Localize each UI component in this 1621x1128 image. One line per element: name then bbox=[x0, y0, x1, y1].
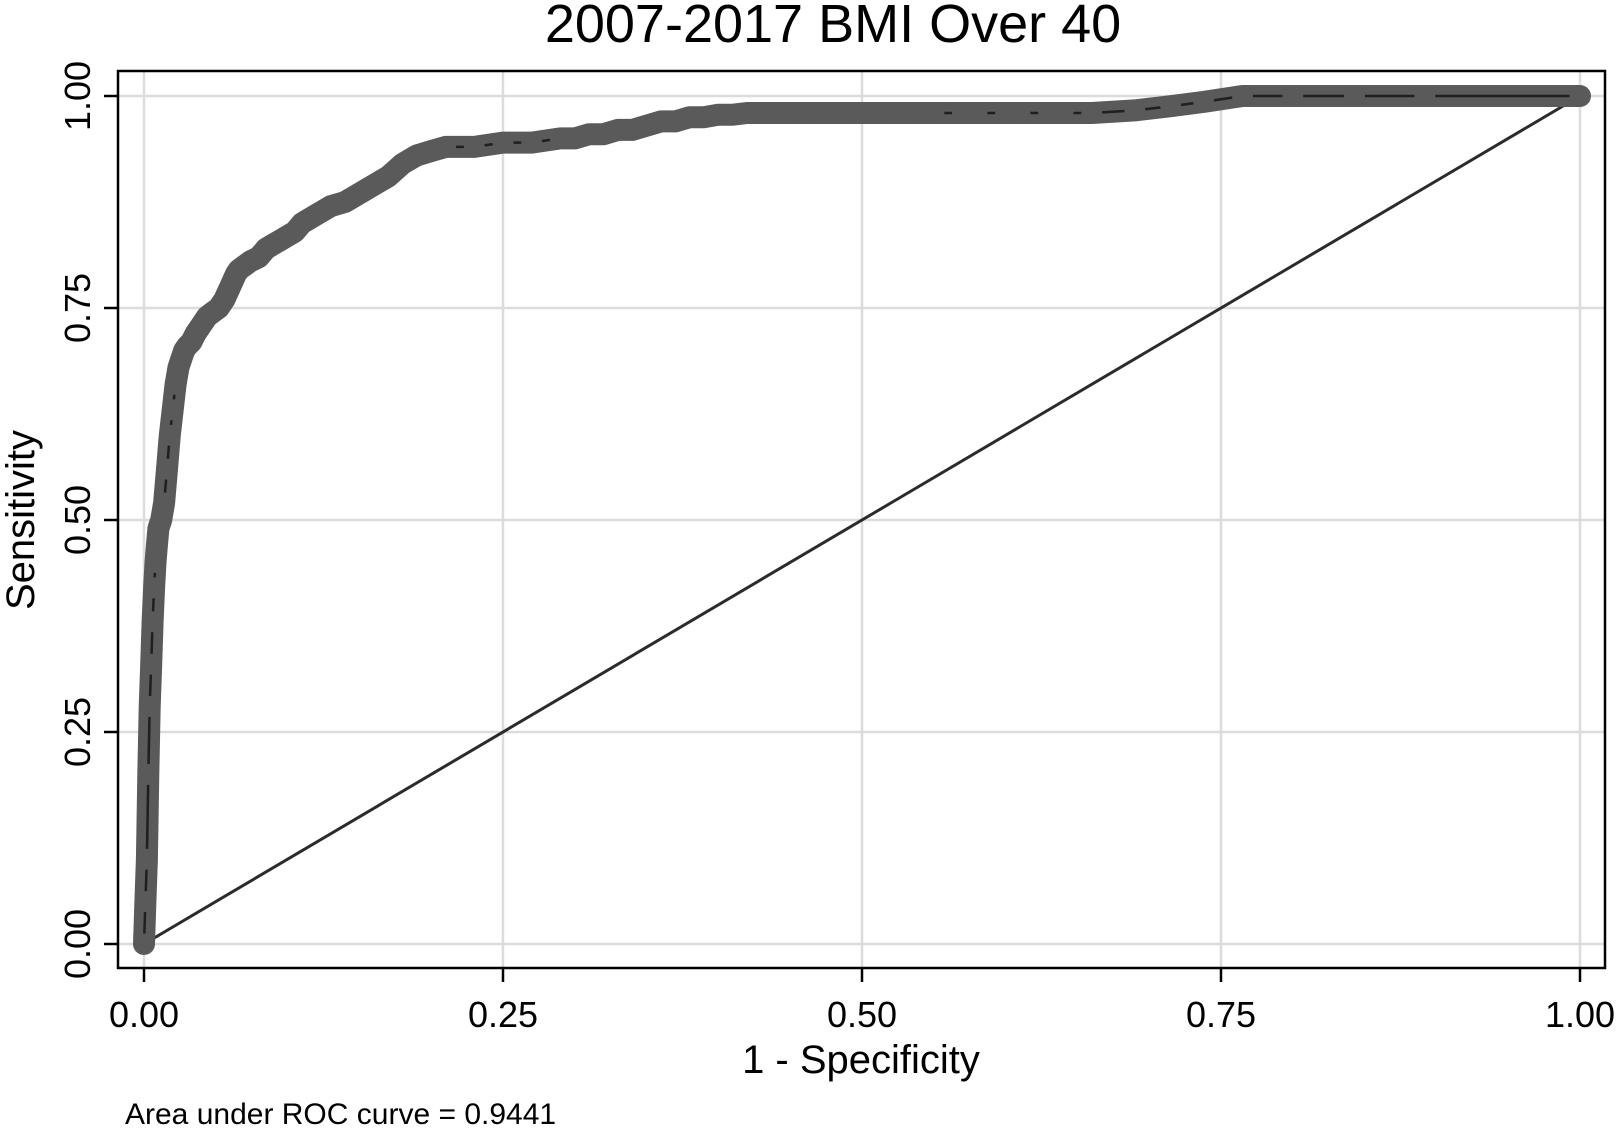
roc-point bbox=[779, 102, 801, 124]
roc-point bbox=[143, 577, 165, 599]
roc-point bbox=[1009, 102, 1031, 124]
roc-point bbox=[137, 763, 159, 785]
roc-point bbox=[1344, 85, 1366, 107]
roc-point bbox=[650, 110, 672, 132]
roc-point bbox=[908, 102, 930, 124]
roc-point bbox=[133, 933, 155, 955]
roc-point bbox=[156, 458, 178, 480]
roc-point bbox=[136, 848, 158, 870]
y-tick-label: 0.75 bbox=[57, 273, 98, 343]
roc-point bbox=[1160, 95, 1182, 117]
roc-point bbox=[1232, 85, 1254, 107]
roc-point bbox=[794, 102, 816, 124]
x-tick-label: 0.50 bbox=[827, 994, 897, 1035]
y-tick-label: 0.00 bbox=[57, 909, 98, 979]
roc-point bbox=[995, 102, 1017, 124]
roc-point bbox=[1038, 102, 1060, 124]
roc-point bbox=[159, 424, 181, 446]
reference-line bbox=[143, 94, 1581, 946]
roc-point bbox=[607, 119, 629, 141]
x-axis-label: 1 - Specificity bbox=[742, 1038, 980, 1082]
roc-point bbox=[1414, 85, 1436, 107]
y-axis-label: Sensitivity bbox=[0, 430, 43, 610]
x-tick-label: 0.00 bbox=[109, 994, 179, 1035]
roc-point bbox=[142, 611, 164, 633]
roc-point bbox=[144, 551, 166, 573]
roc-point bbox=[707, 104, 729, 126]
roc-point bbox=[894, 102, 916, 124]
roc-point bbox=[521, 132, 543, 154]
roc-point bbox=[837, 102, 859, 124]
y-tick-label: 0.50 bbox=[57, 485, 98, 555]
x-tick-label: 1.00 bbox=[1545, 994, 1615, 1035]
roc-point bbox=[679, 106, 701, 128]
roc-point bbox=[549, 127, 571, 149]
roc-point bbox=[1569, 85, 1591, 107]
roc-point bbox=[150, 509, 172, 531]
y-tick-label: 1.00 bbox=[57, 61, 98, 131]
roc-point bbox=[880, 102, 902, 124]
roc-point bbox=[463, 136, 485, 158]
roc-point bbox=[952, 102, 974, 124]
roc-point bbox=[162, 399, 184, 421]
x-axis: 0.00 0.25 0.50 0.75 1.00 bbox=[109, 968, 1615, 1035]
roc-point bbox=[765, 102, 787, 124]
roc-point bbox=[165, 373, 187, 395]
roc-point bbox=[1081, 102, 1103, 124]
roc-point bbox=[1282, 85, 1304, 107]
roc-point bbox=[736, 102, 758, 124]
roc-point bbox=[146, 534, 168, 556]
y-tick-label: 0.25 bbox=[57, 697, 98, 767]
roc-point bbox=[492, 132, 514, 154]
roc-point bbox=[435, 136, 457, 158]
roc-point bbox=[578, 123, 600, 145]
roc-point bbox=[140, 653, 162, 675]
roc-point bbox=[1193, 91, 1215, 113]
roc-point bbox=[153, 492, 175, 514]
roc-point bbox=[808, 102, 830, 124]
roc-point bbox=[865, 102, 887, 124]
auc-note: Area under ROC curve = 0.9441 bbox=[125, 1098, 556, 1128]
roc-point bbox=[1124, 99, 1146, 121]
roc-point bbox=[822, 102, 844, 124]
roc-point bbox=[923, 102, 945, 124]
roc-point bbox=[851, 102, 873, 124]
roc-point bbox=[1052, 102, 1074, 124]
x-tick-label: 0.25 bbox=[468, 994, 538, 1035]
reference-diagonal-line bbox=[143, 94, 1581, 946]
roc-markers bbox=[133, 85, 1591, 955]
roc-point bbox=[966, 102, 988, 124]
y-axis: 0.00 0.25 0.50 0.75 1.00 bbox=[57, 61, 118, 979]
roc-point bbox=[377, 166, 399, 188]
roc-point bbox=[134, 891, 156, 913]
x-tick-label: 0.75 bbox=[1186, 994, 1256, 1035]
roc-point bbox=[139, 696, 161, 718]
chart-title: 2007-2017 BMI Over 40 bbox=[545, 0, 1121, 54]
roc-point bbox=[750, 102, 772, 124]
